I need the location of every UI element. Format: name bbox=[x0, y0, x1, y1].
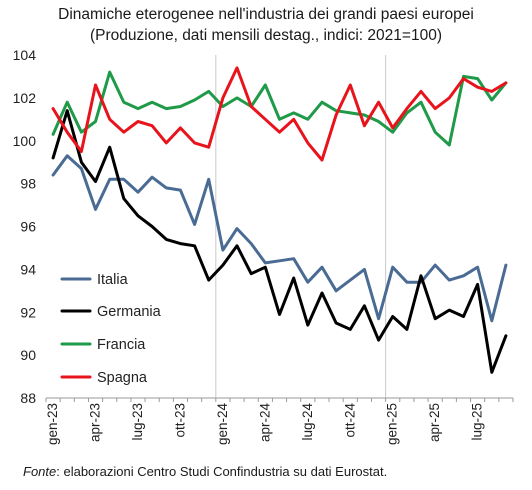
legend: Italia Germania Francia Spagna bbox=[60, 272, 162, 386]
y-tick-label: 96 bbox=[20, 219, 36, 235]
series-line-germania bbox=[51, 109, 508, 374]
y-tick-label: 88 bbox=[20, 390, 36, 406]
chart-source-note: Fonte: elaborazioni Centro Studi Confind… bbox=[23, 463, 387, 481]
legend-label-francia: Francia bbox=[97, 337, 146, 353]
x-tick-label: gen-25 bbox=[385, 403, 400, 445]
x-tick-label: ott-23 bbox=[172, 403, 187, 438]
axes: 88 90 92 94 96 98 100 102 104 gen-23 apr-23 lug-23 o… bbox=[13, 47, 514, 446]
series-line-francia bbox=[51, 70, 508, 147]
chart-subtitle: (Produzione, dati mensili destag., indic… bbox=[90, 27, 442, 44]
legend-label-spagna: Spagna bbox=[97, 370, 148, 386]
x-tick-label: lug-25 bbox=[470, 403, 485, 441]
y-tick-label: 104 bbox=[13, 47, 37, 63]
x-tick-label: gen-23 bbox=[45, 403, 60, 445]
source-text: : elaborazioni Centro Studi Confindustri… bbox=[56, 464, 388, 479]
series-line-italia bbox=[51, 154, 508, 323]
legend-label-italia: Italia bbox=[97, 272, 129, 288]
y-tick-label: 94 bbox=[20, 261, 36, 277]
x-tick-label: lug-23 bbox=[130, 403, 145, 441]
y-tick-label: 90 bbox=[20, 347, 36, 363]
x-tick-label: lug-24 bbox=[300, 403, 315, 441]
legend-label-germania: Germania bbox=[97, 304, 162, 320]
chart-title: Dinamiche eterogenee nell'industria dei … bbox=[58, 6, 474, 23]
y-tick-label: 92 bbox=[20, 304, 36, 320]
series-lines bbox=[51, 66, 508, 374]
x-tick-label: apr-24 bbox=[257, 403, 272, 443]
source-lead: Fonte bbox=[23, 464, 57, 479]
y-tick-label: 100 bbox=[13, 133, 37, 149]
x-tick-label: apr-25 bbox=[427, 403, 442, 442]
series-line-spagna bbox=[51, 66, 508, 162]
x-tick-label: ott-24 bbox=[342, 403, 357, 438]
x-tick-label: gen-24 bbox=[215, 403, 230, 446]
x-tick-label: apr-23 bbox=[88, 403, 103, 442]
y-tick-label: 102 bbox=[13, 90, 37, 106]
y-tick-label: 98 bbox=[20, 176, 36, 192]
